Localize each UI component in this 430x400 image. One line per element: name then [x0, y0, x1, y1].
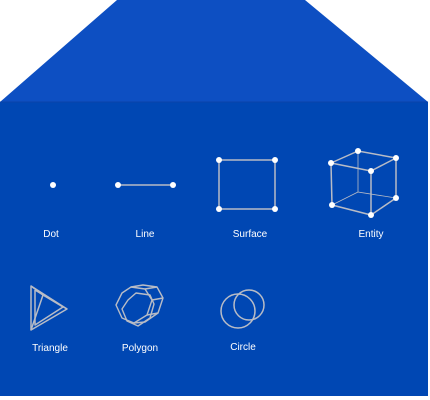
- shape-label-dot: Dot: [43, 229, 59, 240]
- shape-label-surface: Surface: [232, 229, 268, 240]
- shape-label-circle: Circle: [230, 342, 256, 353]
- roof: [0, 0, 428, 102]
- shape-label-polygon: Polygon: [121, 343, 159, 354]
- shape-label-triangle: Triangle: [32, 343, 68, 354]
- shape-label-line: Line: [135, 229, 155, 240]
- shape-label-entity: Entity: [358, 229, 384, 240]
